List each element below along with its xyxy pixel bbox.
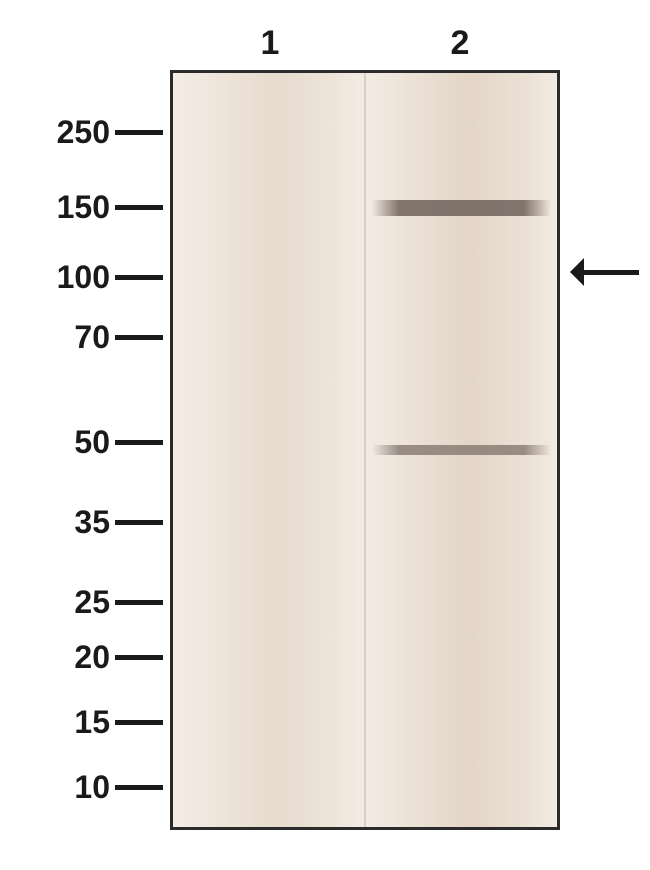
mw-label-20: 20: [0, 639, 110, 676]
mw-tick-10: [115, 785, 163, 790]
mw-tick-150: [115, 205, 163, 210]
mw-tick-100: [115, 275, 163, 280]
mw-label-150: 150: [0, 189, 110, 226]
mw-label-250: 250: [0, 114, 110, 151]
mw-label-50: 50: [0, 424, 110, 461]
mw-tick-15: [115, 720, 163, 725]
lane-label-1: 1: [261, 24, 280, 63]
mw-tick-20: [115, 655, 163, 660]
mw-tick-35: [115, 520, 163, 525]
arrow-shaft: [584, 270, 639, 275]
band-lane2-0: [372, 200, 552, 216]
mw-tick-70: [115, 335, 163, 340]
mw-label-15: 15: [0, 704, 110, 741]
indicator-arrow: [570, 258, 639, 286]
lane-2: [366, 73, 557, 827]
mw-tick-25: [115, 600, 163, 605]
mw-label-70: 70: [0, 319, 110, 356]
mw-label-35: 35: [0, 504, 110, 541]
lane-label-2: 2: [451, 24, 470, 63]
mw-tick-50: [115, 440, 163, 445]
lane-1: [173, 73, 364, 827]
mw-label-25: 25: [0, 584, 110, 621]
band-lane2-1: [372, 445, 552, 455]
blot-frame: [170, 70, 560, 830]
arrow-head-icon: [570, 258, 584, 286]
mw-tick-250: [115, 130, 163, 135]
mw-label-10: 10: [0, 769, 110, 806]
mw-label-100: 100: [0, 259, 110, 296]
